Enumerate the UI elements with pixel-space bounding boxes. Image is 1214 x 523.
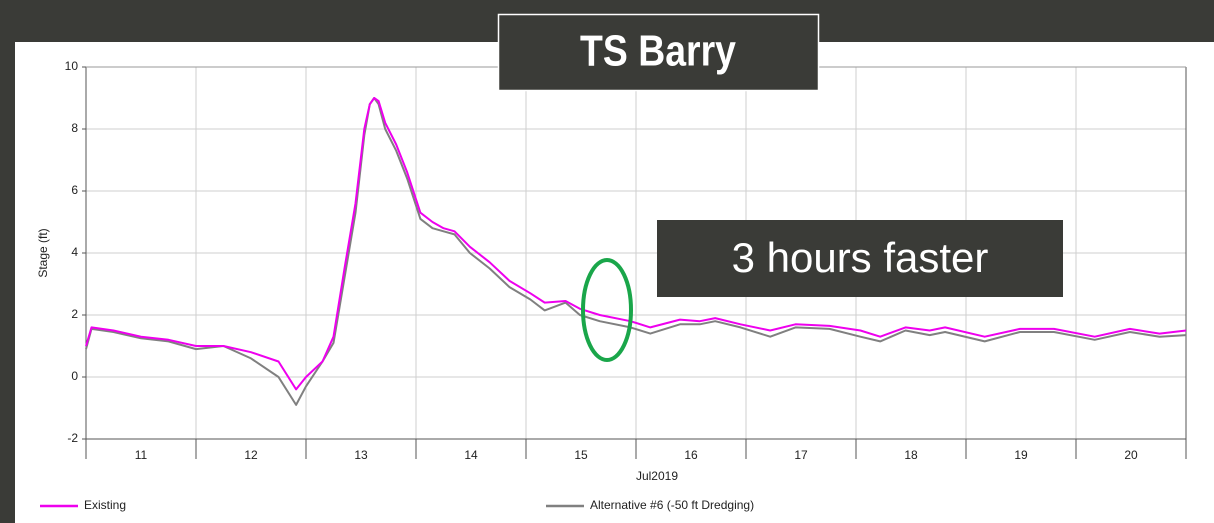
annotation-box [657,220,1063,297]
y-tick-label: 6 [71,183,78,197]
y-axis-label: Stage (ft) [36,228,50,277]
x-tick-label: 13 [354,448,368,462]
y-tick-label: -2 [67,431,78,445]
x-tick-label: 15 [574,448,588,462]
legend-label: Existing [84,498,126,512]
y-tick-label: 10 [65,59,79,73]
highlight-ellipse [581,258,633,362]
x-tick-label: 12 [244,448,258,462]
x-tick-label: 20 [1124,448,1138,462]
x-tick-label: 11 [135,448,148,462]
y-tick-label: 8 [71,121,78,135]
x-tick-label: 17 [794,448,808,462]
y-tick-label: 2 [71,307,78,321]
x-tick-label: 18 [904,448,918,462]
chart-title: TS Barry [580,26,736,76]
y-tick-label: 0 [71,369,78,383]
x-tick-label: 14 [464,448,478,462]
legend-label: Alternative #6 (-50 ft Dredging) [590,498,754,512]
x-tick-label: 19 [1014,448,1028,462]
y-tick-label: 4 [71,245,78,259]
series-line [85,97,1187,391]
x-axis-label: Jul2019 [636,469,678,483]
x-tick-label: 16 [684,448,698,462]
series-line [85,97,1187,406]
annotation: 3 hours faster [732,234,989,281]
title-box [497,13,820,92]
